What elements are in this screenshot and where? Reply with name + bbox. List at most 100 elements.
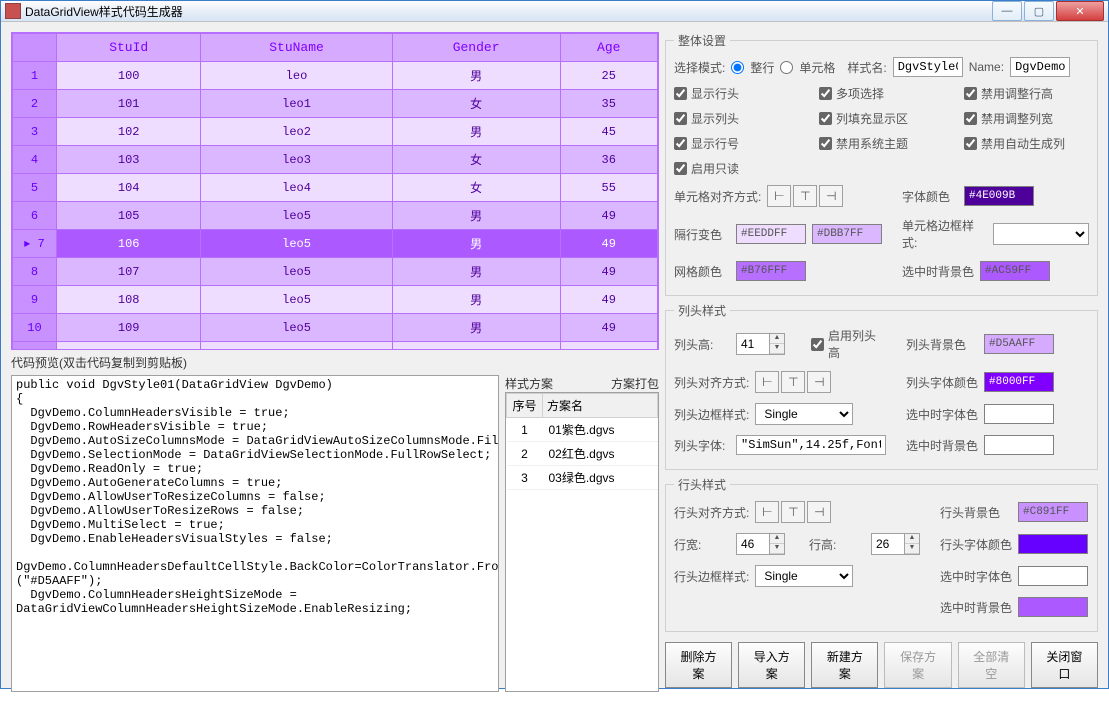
chk-enable-colh[interactable] xyxy=(811,338,824,351)
close-window-button[interactable]: 关闭窗口 xyxy=(1031,642,1098,688)
chk-no-resize-col[interactable] xyxy=(964,112,977,125)
rowh-bg-box[interactable]: #C891FF xyxy=(1018,502,1088,522)
align-left-icon[interactable]: ⊢ xyxy=(767,185,791,207)
chk-no-sys-theme[interactable] xyxy=(819,137,832,150)
table-row[interactable]: 8107leo5男49 xyxy=(13,258,658,286)
clear-all-button[interactable]: 全部清空 xyxy=(958,642,1025,688)
stylename-input[interactable] xyxy=(893,57,963,77)
colh-selbg-box[interactable] xyxy=(984,435,1054,455)
scheme-item[interactable]: 202红色.dgvs xyxy=(507,442,658,466)
rowh-bg-label: 行头背景色 xyxy=(940,504,1012,521)
scheme-pack-label[interactable]: 方案打包 xyxy=(611,375,659,392)
table-row[interactable]: 4103leo3女36 xyxy=(13,146,658,174)
sel-bg-box[interactable]: #AC59FF xyxy=(980,261,1050,281)
align-right-icon[interactable]: ⊣ xyxy=(819,185,843,207)
alt-color-b-box[interactable]: #DBB7FF xyxy=(812,224,882,244)
text-color-box[interactable]: #4E009B xyxy=(964,186,1034,206)
table-row[interactable]: 6105leo5男49 xyxy=(13,202,658,230)
rowh-width-input[interactable] xyxy=(736,533,770,555)
global-settings-group: 整体设置 选择模式: 整行 单元格 样式名: Name: 显示行头 多项选择 禁… xyxy=(665,32,1098,296)
colh-align-right-icon[interactable]: ⊣ xyxy=(807,371,831,393)
import-scheme-button[interactable]: 导入方案 xyxy=(738,642,805,688)
colh-selfg-box[interactable] xyxy=(984,404,1054,424)
name-input[interactable] xyxy=(1010,57,1070,77)
rowh-border-combo[interactable]: Single xyxy=(755,565,853,587)
mode-fullrow-radio[interactable] xyxy=(731,61,744,74)
rowh-selbg-box[interactable]: #AC59FF xyxy=(1018,597,1088,617)
delete-scheme-button[interactable]: 删除方案 xyxy=(665,642,732,688)
mode-label: 选择模式: xyxy=(674,59,725,76)
table-row[interactable]: 9108leo5男49 xyxy=(13,286,658,314)
text-color-label: 字体颜色 xyxy=(902,188,958,205)
table-row[interactable]: 1100leo男25 xyxy=(13,62,658,90)
colh-fg-box[interactable]: #8000FF xyxy=(984,372,1054,392)
sel-bg-label: 选中时背景色 xyxy=(902,263,974,280)
colh-border-combo[interactable]: Single xyxy=(755,403,853,425)
rowh-align-left-icon[interactable]: ⊢ xyxy=(755,501,779,523)
row-number-cell: 11 xyxy=(13,342,57,350)
code-preview[interactable]: public void DgvStyle01(DataGridView DgvD… xyxy=(11,375,499,692)
cell-align-label: 单元格对齐方式: xyxy=(674,188,761,205)
chk-show-row-header[interactable] xyxy=(674,87,687,100)
scheme-item[interactable]: 101紫色.dgvs xyxy=(507,418,658,442)
close-button[interactable]: ✕ xyxy=(1056,1,1104,21)
save-scheme-button[interactable]: 保存方案 xyxy=(884,642,951,688)
colh-align-left-icon[interactable]: ⊢ xyxy=(755,371,779,393)
cell-border-combo[interactable] xyxy=(993,223,1089,245)
colh-align-center-icon[interactable]: ⊤ xyxy=(781,371,805,393)
chk-readonly[interactable] xyxy=(674,162,687,175)
colh-bg-box[interactable]: #D5AAFF xyxy=(984,334,1054,354)
datagrid-preview[interactable]: StuIdStuNameGenderAge1100leo男252101leo1女… xyxy=(11,32,659,350)
colh-selbg-label: 选中时背景色 xyxy=(906,437,978,454)
chk-no-resize-row[interactable] xyxy=(964,87,977,100)
rowh-border-label: 行头边框样式: xyxy=(674,568,749,585)
row-number-cell: 8 xyxy=(13,258,57,286)
scheme-item[interactable]: 303绿色.dgvs xyxy=(507,466,658,490)
colh-font-input[interactable] xyxy=(736,435,886,455)
table-row[interactable]: ▸ 7106leo5男49 xyxy=(13,230,658,258)
col-header-legend: 列头样式 xyxy=(674,302,730,319)
table-row[interactable]: 10109leo5男49 xyxy=(13,314,658,342)
code-preview-label: 代码预览(双击代码复制到剪贴板) xyxy=(11,354,659,371)
table-row[interactable]: 2101leo1女35 xyxy=(13,90,658,118)
col-header-group: 列头样式 列头高: ▲▼ 启用列头高 列头背景色 #D5AAFF 列头对齐方式:… xyxy=(665,302,1098,470)
new-scheme-button[interactable]: 新建方案 xyxy=(811,642,878,688)
row-number-cell: 4 xyxy=(13,146,57,174)
rowh-selfg-box[interactable] xyxy=(1018,566,1088,586)
chk-show-col-header[interactable] xyxy=(674,112,687,125)
row-number-cell: 3 xyxy=(13,118,57,146)
column-header[interactable]: Gender xyxy=(392,34,560,62)
scheme-list[interactable]: 序号方案名101紫色.dgvs202红色.dgvs303绿色.dgvs xyxy=(505,392,659,692)
rowh-align-right-icon[interactable]: ⊣ xyxy=(807,501,831,523)
colh-align-label: 列头对齐方式: xyxy=(674,374,749,391)
align-center-icon[interactable]: ⊤ xyxy=(793,185,817,207)
chk-no-auto-col[interactable] xyxy=(964,137,977,150)
rowh-fg-box[interactable]: #6600FF xyxy=(1018,534,1088,554)
mode-cell-radio[interactable] xyxy=(780,61,793,74)
app-icon xyxy=(5,3,21,19)
grid-color-label: 网格颜色 xyxy=(674,263,730,280)
colh-height-input[interactable] xyxy=(736,333,770,355)
colh-bg-label: 列头背景色 xyxy=(906,336,978,353)
table-row[interactable]: 5104leo4女55 xyxy=(13,174,658,202)
rowh-height-input[interactable] xyxy=(871,533,905,555)
alt-color-a-box[interactable]: #EEDDFF xyxy=(736,224,806,244)
rowh-align-center-icon[interactable]: ⊤ xyxy=(781,501,805,523)
name-label: Name: xyxy=(969,60,1004,74)
colh-border-label: 列头边框样式: xyxy=(674,406,749,423)
cell-align-buttons[interactable]: ⊢ ⊤ ⊣ xyxy=(767,185,843,207)
global-legend: 整体设置 xyxy=(674,32,730,49)
table-row[interactable]: 3102leo2男45 xyxy=(13,118,658,146)
maximize-button[interactable]: ▢ xyxy=(1024,1,1054,21)
colh-font-label: 列头字体: xyxy=(674,437,730,454)
column-header[interactable]: Age xyxy=(560,34,657,62)
minimize-button[interactable]: — xyxy=(992,1,1022,21)
column-header[interactable]: StuId xyxy=(57,34,201,62)
table-row[interactable]: 11110leo5男49 xyxy=(13,342,658,350)
chk-multi-select[interactable] xyxy=(819,87,832,100)
column-header[interactable]: StuName xyxy=(201,34,392,62)
grid-color-box[interactable]: #B76FFF xyxy=(736,261,806,281)
chk-show-row-no[interactable] xyxy=(674,137,687,150)
colh-selfg-label: 选中时字体色 xyxy=(906,406,978,423)
chk-col-fill[interactable] xyxy=(819,112,832,125)
